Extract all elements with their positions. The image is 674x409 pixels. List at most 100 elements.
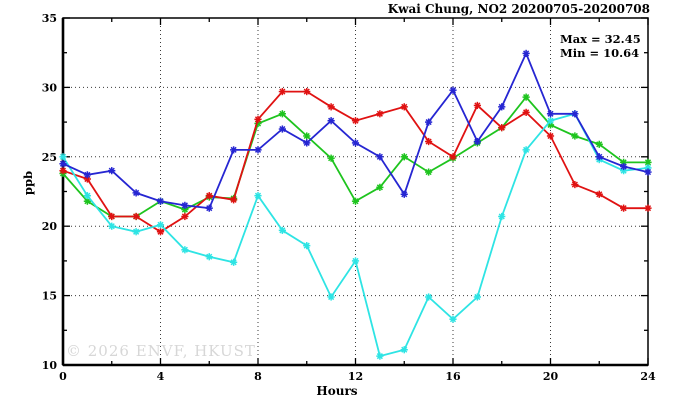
x-tick-label: 4 xyxy=(157,370,165,383)
data-point-marker xyxy=(278,125,286,133)
data-point-marker xyxy=(449,315,457,323)
x-axis-label: Hours xyxy=(316,384,358,398)
data-point-marker xyxy=(473,293,481,301)
data-point-marker xyxy=(254,146,262,154)
x-tick-label: 24 xyxy=(640,370,656,383)
data-point-marker xyxy=(400,153,408,161)
data-point-marker xyxy=(327,154,335,162)
data-point-marker xyxy=(230,258,238,266)
data-point-marker xyxy=(571,110,579,118)
y-tick-label: 35 xyxy=(42,12,57,25)
data-point-marker xyxy=(522,146,530,154)
x-tick-label: 0 xyxy=(59,370,67,383)
y-tick-label: 30 xyxy=(42,81,58,94)
y-tick-label: 25 xyxy=(42,151,57,164)
data-point-marker xyxy=(595,190,603,198)
data-point-marker xyxy=(327,117,335,125)
data-point-marker xyxy=(181,212,189,221)
data-point-marker xyxy=(522,49,530,57)
data-point-marker xyxy=(205,192,213,200)
data-point-marker xyxy=(351,197,360,205)
data-point-marker xyxy=(351,117,360,125)
data-point-marker xyxy=(303,132,311,140)
data-point-marker xyxy=(546,117,555,125)
data-point-marker xyxy=(400,103,408,111)
min-value-label: Min = 10.64 xyxy=(560,46,640,60)
data-point-marker xyxy=(498,212,506,221)
data-point-marker xyxy=(205,204,213,212)
data-point-marker xyxy=(59,167,67,175)
data-point-marker xyxy=(83,192,91,200)
data-point-marker xyxy=(327,293,335,301)
data-point-marker xyxy=(522,108,530,116)
x-tick-label: 12 xyxy=(348,370,363,383)
y-tick-label: 10 xyxy=(42,359,58,372)
x-tick-label: 16 xyxy=(445,370,461,383)
data-point-marker xyxy=(132,189,140,197)
x-tick-label: 20 xyxy=(543,370,559,383)
data-point-marker xyxy=(546,110,555,118)
data-point-marker xyxy=(449,153,457,161)
data-point-marker xyxy=(59,160,67,168)
data-point-marker xyxy=(278,226,286,234)
data-point-marker xyxy=(254,192,262,200)
data-point-marker xyxy=(620,162,628,171)
data-point-marker xyxy=(303,87,311,96)
data-point-marker xyxy=(425,118,433,126)
data-point-marker xyxy=(571,132,579,140)
data-point-marker xyxy=(59,153,67,161)
data-point-marker xyxy=(498,103,506,111)
data-point-marker xyxy=(303,139,311,147)
data-point-marker xyxy=(473,137,481,146)
data-point-marker xyxy=(644,168,652,176)
data-point-marker xyxy=(156,221,165,229)
data-point-marker xyxy=(181,246,189,254)
data-point-marker xyxy=(83,171,91,179)
data-point-marker xyxy=(351,139,360,147)
data-point-marker xyxy=(400,190,408,198)
data-point-marker xyxy=(132,212,140,221)
data-point-marker xyxy=(351,257,360,265)
data-point-marker xyxy=(303,242,311,250)
data-point-marker xyxy=(230,196,238,204)
data-point-marker xyxy=(376,110,384,118)
data-point-marker xyxy=(205,253,213,261)
data-point-marker xyxy=(425,293,433,301)
watermark: © 2026 ENVF, HKUST xyxy=(66,342,256,360)
data-point-marker xyxy=(449,86,457,94)
data-point-marker xyxy=(278,110,286,118)
data-point-marker xyxy=(571,180,579,189)
data-point-marker xyxy=(108,222,116,230)
data-point-marker xyxy=(181,201,189,209)
y-axis-label: ppb xyxy=(21,170,35,196)
y-tick-label: 15 xyxy=(42,290,57,303)
max-value-label: Max = 32.45 xyxy=(560,32,641,46)
data-point-marker xyxy=(327,103,335,111)
data-point-marker xyxy=(522,93,530,101)
data-point-marker xyxy=(376,352,384,360)
data-point-marker xyxy=(132,228,140,236)
data-point-marker xyxy=(595,140,603,148)
data-point-marker xyxy=(108,212,116,221)
data-point-marker xyxy=(156,228,165,236)
data-point-marker xyxy=(644,204,652,212)
data-point-marker xyxy=(425,137,433,146)
y-tick-label: 20 xyxy=(42,220,58,233)
data-point-marker xyxy=(595,153,603,161)
x-tick-label: 8 xyxy=(254,370,262,383)
data-point-marker xyxy=(425,168,433,176)
data-point-marker xyxy=(108,167,116,175)
data-point-marker xyxy=(546,132,555,140)
data-point-marker xyxy=(230,146,238,154)
data-point-marker xyxy=(254,115,262,123)
data-point-marker xyxy=(400,346,408,354)
data-point-marker xyxy=(156,197,165,205)
data-point-marker xyxy=(498,124,506,132)
max-min-annotation: Max = 32.45 Min = 10.64 xyxy=(560,32,641,60)
data-point-marker xyxy=(473,101,481,110)
data-point-marker xyxy=(376,153,384,161)
chart-title: Kwai Chung, NO2 20200705-20200708 xyxy=(387,2,650,16)
data-point-marker xyxy=(620,204,628,212)
